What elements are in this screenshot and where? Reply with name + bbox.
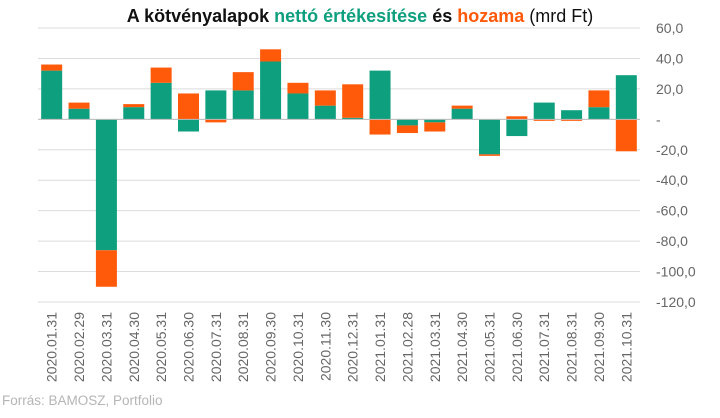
chart-title: A kötvényalapok nettó értékesítése és ho… xyxy=(0,6,720,27)
bar-sales-2021.05.31 xyxy=(479,119,500,155)
x-tick-label: 2020.10.31 xyxy=(290,312,306,382)
x-tick-label: 2021.05.31 xyxy=(482,312,498,382)
bar-yield-2020.12.31 xyxy=(342,84,364,118)
x-tick-label: 2021.06.30 xyxy=(509,312,525,382)
y-tick-label: -80,0 xyxy=(656,233,688,249)
x-tick-label: 2020.02.29 xyxy=(71,312,87,382)
bar-sales-2021.09.30 xyxy=(588,107,610,120)
x-tick-label: 2021.04.30 xyxy=(454,312,470,382)
bar-yield-2020.07.31 xyxy=(205,119,227,123)
bar-sales-2020.11.30 xyxy=(314,105,336,120)
bar-yield-2020.11.30 xyxy=(314,90,336,106)
bar-sales-2020.02.29 xyxy=(68,108,90,120)
x-tick-label: 2021.08.31 xyxy=(564,312,580,382)
bar-yield-2020.08.31 xyxy=(232,72,254,91)
y-tick-label: -120,0 xyxy=(656,294,696,310)
x-tick-label: 2020.05.31 xyxy=(153,312,169,382)
x-axis-ticks: 2020.01.31 2020.02.29 2020.03.31 2020.04.30… xyxy=(44,312,635,382)
x-tick-label: 2020.04.30 xyxy=(126,312,142,382)
source-note: Forrás: BAMOSZ, Portfolio xyxy=(2,393,163,408)
y-tick-label: -100,0 xyxy=(656,264,696,280)
bar-sales-2020.06.30 xyxy=(178,119,199,132)
title-sales: nettó értékesítése xyxy=(274,6,428,26)
bar-yield-2020.03.31 xyxy=(95,250,117,287)
title-part-5: (mrd Ft) xyxy=(524,6,594,26)
x-tick-label: 2020.06.30 xyxy=(181,312,197,382)
x-tick-label: 2021.10.31 xyxy=(618,312,634,382)
y-tick-label: - xyxy=(656,111,661,127)
x-tick-label: 2021.01.31 xyxy=(372,312,388,382)
bar-sales-2020.10.31 xyxy=(287,93,309,120)
bar-sales-2020.12.31 xyxy=(342,117,364,120)
bar-yield-2020.02.29 xyxy=(68,102,90,109)
title-part-3: és xyxy=(427,6,458,26)
bar-yield-2021.01.31 xyxy=(369,119,391,135)
bar-sales-2020.04.30 xyxy=(123,107,145,120)
gridlines xyxy=(38,27,640,303)
bar-yield-2021.04.30 xyxy=(451,105,473,109)
bar-yield-2020.10.31 xyxy=(287,82,309,94)
bar-sales-2021.08.31 xyxy=(561,110,583,120)
bar-yield-2021.06.30 xyxy=(506,116,528,120)
bar-sales-2020.09.30 xyxy=(260,61,282,120)
x-tick-label: 2020.03.31 xyxy=(98,312,114,382)
x-tick-label: 2020.12.31 xyxy=(345,312,361,382)
bar-sales-2020.03.31 xyxy=(95,119,117,251)
y-tick-label: 20,0 xyxy=(656,81,683,97)
title-part-1: A kötvényalapok xyxy=(126,6,275,26)
y-tick-label: -40,0 xyxy=(656,172,688,188)
bar-yield-2020.04.30 xyxy=(123,104,145,108)
bar-sales-2020.07.31 xyxy=(205,90,227,120)
x-tick-label: 2020.11.30 xyxy=(317,312,333,381)
bar-sales-2021.10.31 xyxy=(615,75,637,120)
bar-sales-2021.01.31 xyxy=(369,70,391,120)
y-tick-label: -20,0 xyxy=(656,142,688,158)
y-axis-ticks: 60,0 40,0 20,0 - -20,0 -40,0 -60,0 -80,0 -100,0 -… xyxy=(656,20,696,310)
bar-sales-2021.04.30 xyxy=(451,108,473,120)
title-yield: hozama xyxy=(457,6,525,26)
bars xyxy=(41,49,637,287)
bar-yield-2021.09.30 xyxy=(588,90,610,108)
bar-sales-2020.05.31 xyxy=(150,82,172,120)
bar-yield-2021.02.28 xyxy=(396,125,418,134)
bar-sales-2020.01.31 xyxy=(41,70,63,120)
bar-sales-2021.06.30 xyxy=(506,119,528,137)
bar-sales-2021.02.28 xyxy=(396,119,418,126)
bar-yield-2020.06.30 xyxy=(178,93,199,120)
bar-yield-2021.10.31 xyxy=(615,119,637,152)
bar-sales-2020.08.31 xyxy=(232,90,254,120)
x-tick-label: 2021.02.28 xyxy=(399,312,415,382)
bar-sales-2021.03.31 xyxy=(424,119,446,123)
y-tick-label: 60,0 xyxy=(656,20,683,36)
x-tick-label: 2020.08.31 xyxy=(235,312,251,382)
y-tick-label: 40,0 xyxy=(656,50,683,66)
bar-sales-2021.07.31 xyxy=(533,102,555,120)
bar-yield-2020.01.31 xyxy=(41,64,63,71)
bar-yield-2021.05.31 xyxy=(479,154,500,156)
x-tick-label: 2020.01.31 xyxy=(44,312,60,382)
x-tick-label: 2020.07.31 xyxy=(208,312,224,382)
bar-yield-2020.09.30 xyxy=(260,49,282,62)
bar-yield-2021.03.31 xyxy=(424,122,446,132)
y-tick-label: -60,0 xyxy=(656,203,688,219)
bar-yield-2020.05.31 xyxy=(150,67,172,83)
x-tick-label: 2021.09.30 xyxy=(591,312,607,382)
x-tick-label: 2021.03.31 xyxy=(427,312,443,382)
x-tick-label: 2021.07.31 xyxy=(536,312,552,382)
bar-yield-2021.07.31 xyxy=(533,119,555,121)
bar-yield-2021.08.31 xyxy=(561,119,583,121)
x-tick-label: 2020.09.30 xyxy=(263,312,279,382)
